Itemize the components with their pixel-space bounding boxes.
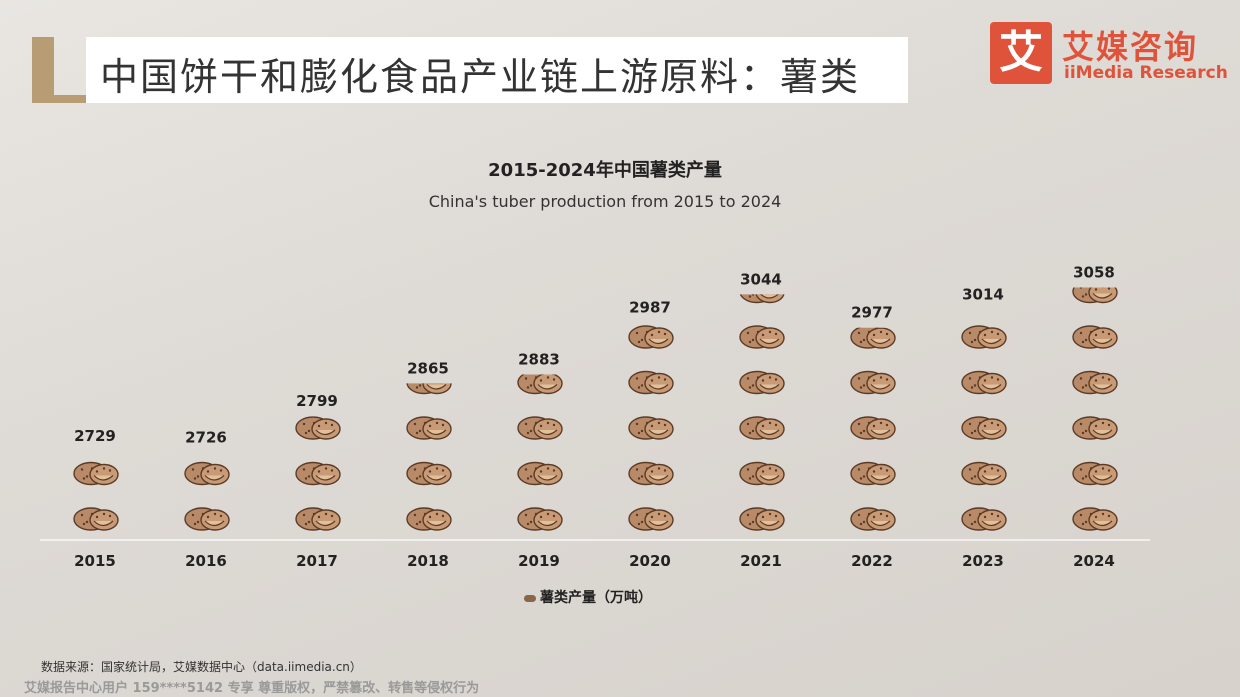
data-label: 3014 — [962, 285, 1004, 303]
x-tick-label: 2024 — [1073, 552, 1115, 570]
tuber-icon — [739, 507, 785, 531]
source-note: 数据来源：国家统计局，艾媒数据中心（data.iimedia.cn） — [41, 660, 362, 674]
tuber-bar — [184, 461, 230, 531]
x-tick-label: 2020 — [629, 552, 671, 570]
tuber-icon — [961, 507, 1007, 531]
tuber-icon — [850, 507, 896, 531]
tuber-icon — [739, 294, 785, 304]
watermark: 艾媒报告中心用户 159****5142 专享 尊重版权，严禁篡改、转售等侵权行… — [24, 681, 480, 696]
tuber-icon — [628, 325, 674, 349]
tuber-icon — [517, 374, 563, 395]
legend-label: 薯类产量（万吨） — [540, 590, 652, 606]
tuber-icon — [1072, 370, 1118, 395]
x-tick-label: 2021 — [740, 552, 782, 570]
tuber-icon — [961, 325, 1007, 349]
tuber-icon — [850, 461, 896, 486]
tuber-icon — [1072, 325, 1118, 349]
tuber-icon — [1072, 416, 1118, 440]
tuber-icon — [73, 507, 119, 531]
tuber-icon — [1072, 287, 1118, 304]
data-label: 2729 — [74, 427, 116, 445]
logo-text-cn: 艾媒咨询 — [1062, 28, 1199, 66]
tuber-bar — [517, 374, 563, 531]
page-title: 中国饼干和膨化食品产业链上游原料：薯类 — [100, 55, 861, 99]
x-tick-label: 2017 — [296, 552, 338, 570]
tuber-icon — [628, 461, 674, 486]
tuber-icon — [628, 507, 674, 531]
chart-legend: 薯类产量（万吨） — [524, 587, 652, 607]
logo-mark: 艾 — [990, 22, 1052, 84]
title-accent-base — [32, 95, 86, 103]
tuber-icon — [961, 461, 1007, 486]
data-label: 3058 — [1073, 263, 1115, 281]
tuber-icon — [850, 327, 896, 349]
data-label: 3044 — [740, 270, 782, 288]
tuber-icon — [739, 325, 785, 349]
tuber-icon — [295, 416, 341, 440]
data-label: 2865 — [407, 359, 449, 377]
tuber-icon — [628, 370, 674, 395]
tuber-icon — [850, 370, 896, 395]
tuber-bar — [1072, 287, 1118, 531]
x-tick-label: 2015 — [74, 552, 116, 570]
tuber-bar — [628, 325, 674, 531]
chart-title: 2015-2024年中国薯类产量 — [488, 160, 722, 181]
tuber-icon — [739, 370, 785, 395]
title-bar — [86, 37, 908, 103]
x-tick-label: 2016 — [185, 552, 227, 570]
x-tick-label: 2019 — [518, 552, 560, 570]
tuber-icon — [739, 416, 785, 440]
tuber-icon — [406, 461, 452, 486]
tuber-bar — [295, 416, 341, 531]
tuber-icon — [1072, 507, 1118, 531]
data-label: 2799 — [296, 392, 338, 410]
tuber-icon — [406, 507, 452, 531]
data-label: 2977 — [851, 304, 893, 322]
tuber-icon — [295, 507, 341, 531]
tuber-icon — [961, 370, 1007, 395]
tuber-bar — [850, 327, 896, 531]
x-tick-label: 2018 — [407, 552, 449, 570]
data-label: 2883 — [518, 350, 560, 368]
tuber-icon — [406, 383, 452, 395]
tuber-bar — [73, 461, 119, 531]
data-label: 2987 — [629, 299, 671, 317]
tuber-bar — [406, 383, 452, 531]
chart-subtitle: China's tuber production from 2015 to 20… — [428, 192, 782, 211]
tuber-icon — [517, 416, 563, 440]
logo-text-en: iiMedia Research — [1064, 63, 1228, 83]
tuber-icon — [961, 416, 1007, 440]
tuber-icon — [295, 461, 341, 486]
tuber-icon — [517, 461, 563, 486]
title-accent — [32, 37, 54, 103]
data-label: 2726 — [185, 429, 227, 447]
tuber-icon — [184, 507, 230, 531]
x-tick-label: 2023 — [962, 552, 1004, 570]
tuber-icon — [184, 461, 230, 486]
legend-tuber-icon — [524, 594, 536, 602]
tuber-icon — [1072, 461, 1118, 486]
x-tick-label: 2022 — [851, 552, 893, 570]
tuber-icon — [739, 461, 785, 486]
tuber-icon — [628, 416, 674, 440]
tuber-bar — [961, 325, 1007, 531]
tuber-icon — [517, 507, 563, 531]
tuber-icon — [406, 416, 452, 440]
tuber-icon — [850, 416, 896, 440]
tuber-bar — [739, 294, 785, 531]
title-banner: 中国饼干和膨化食品产业链上游原料：薯类 — [32, 37, 908, 103]
tuber-icon — [73, 461, 119, 486]
